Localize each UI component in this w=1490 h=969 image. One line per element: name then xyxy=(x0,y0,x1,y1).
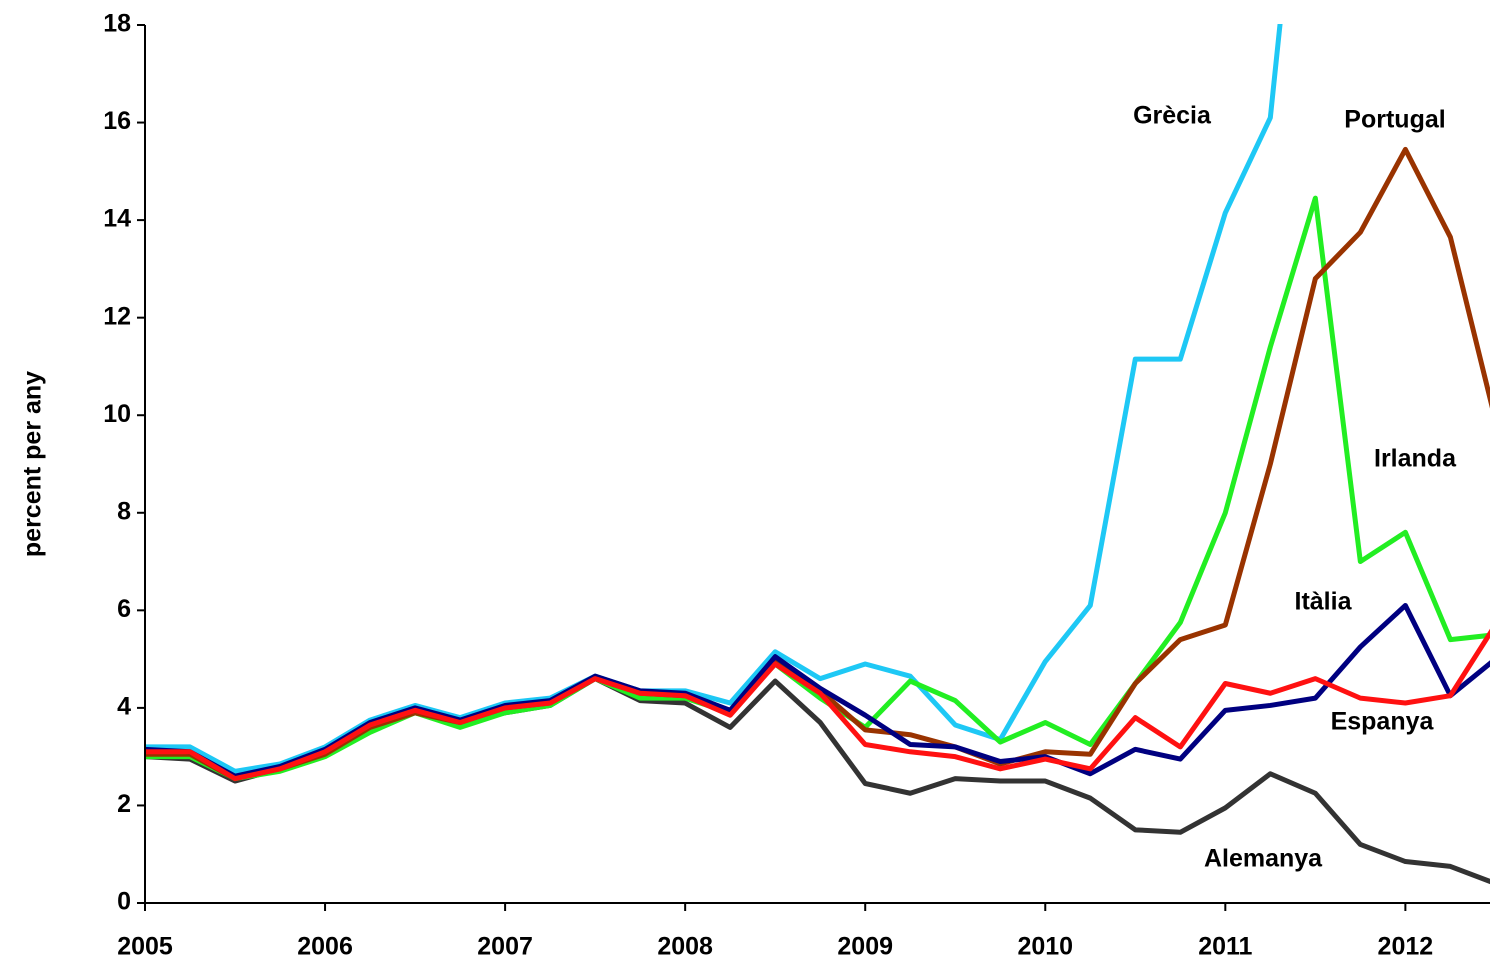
y-tick-label: 10 xyxy=(103,400,131,428)
y-tick-label: 8 xyxy=(117,497,131,525)
series-label: Itàlia xyxy=(1295,588,1353,616)
y-tick-label: 14 xyxy=(103,205,131,233)
x-tick-label: 2008 xyxy=(657,933,713,961)
series-label: Alemanya xyxy=(1204,845,1323,873)
y-axis-label: percent per any xyxy=(19,371,47,557)
x-tick-label: 2005 xyxy=(117,933,173,961)
plot-area xyxy=(145,24,1490,885)
series-label: Espanya xyxy=(1331,708,1435,736)
x-tick-label: 2009 xyxy=(837,933,893,961)
x-tick-label: 2011 xyxy=(1198,933,1252,961)
series-line xyxy=(145,195,1490,782)
x-tick-label: 2012 xyxy=(1378,933,1434,961)
y-tick-label: 12 xyxy=(103,302,131,330)
y-tick-label: 16 xyxy=(103,107,131,135)
x-tick-label: 2010 xyxy=(1017,933,1073,961)
y-tick-label: 6 xyxy=(117,595,131,623)
y-tick-label: 18 xyxy=(103,10,131,38)
y-tick-label: 2 xyxy=(117,790,131,818)
series-label: Irlanda xyxy=(1374,445,1457,473)
y-tick-label: 4 xyxy=(117,692,131,720)
x-tick-label: 2006 xyxy=(297,933,353,961)
series-label: Portugal xyxy=(1344,106,1445,134)
x-tick-label: 2007 xyxy=(477,933,533,961)
series-label: Grècia xyxy=(1133,102,1212,130)
y-tick-label: 0 xyxy=(117,888,131,916)
series-line xyxy=(145,628,1490,782)
